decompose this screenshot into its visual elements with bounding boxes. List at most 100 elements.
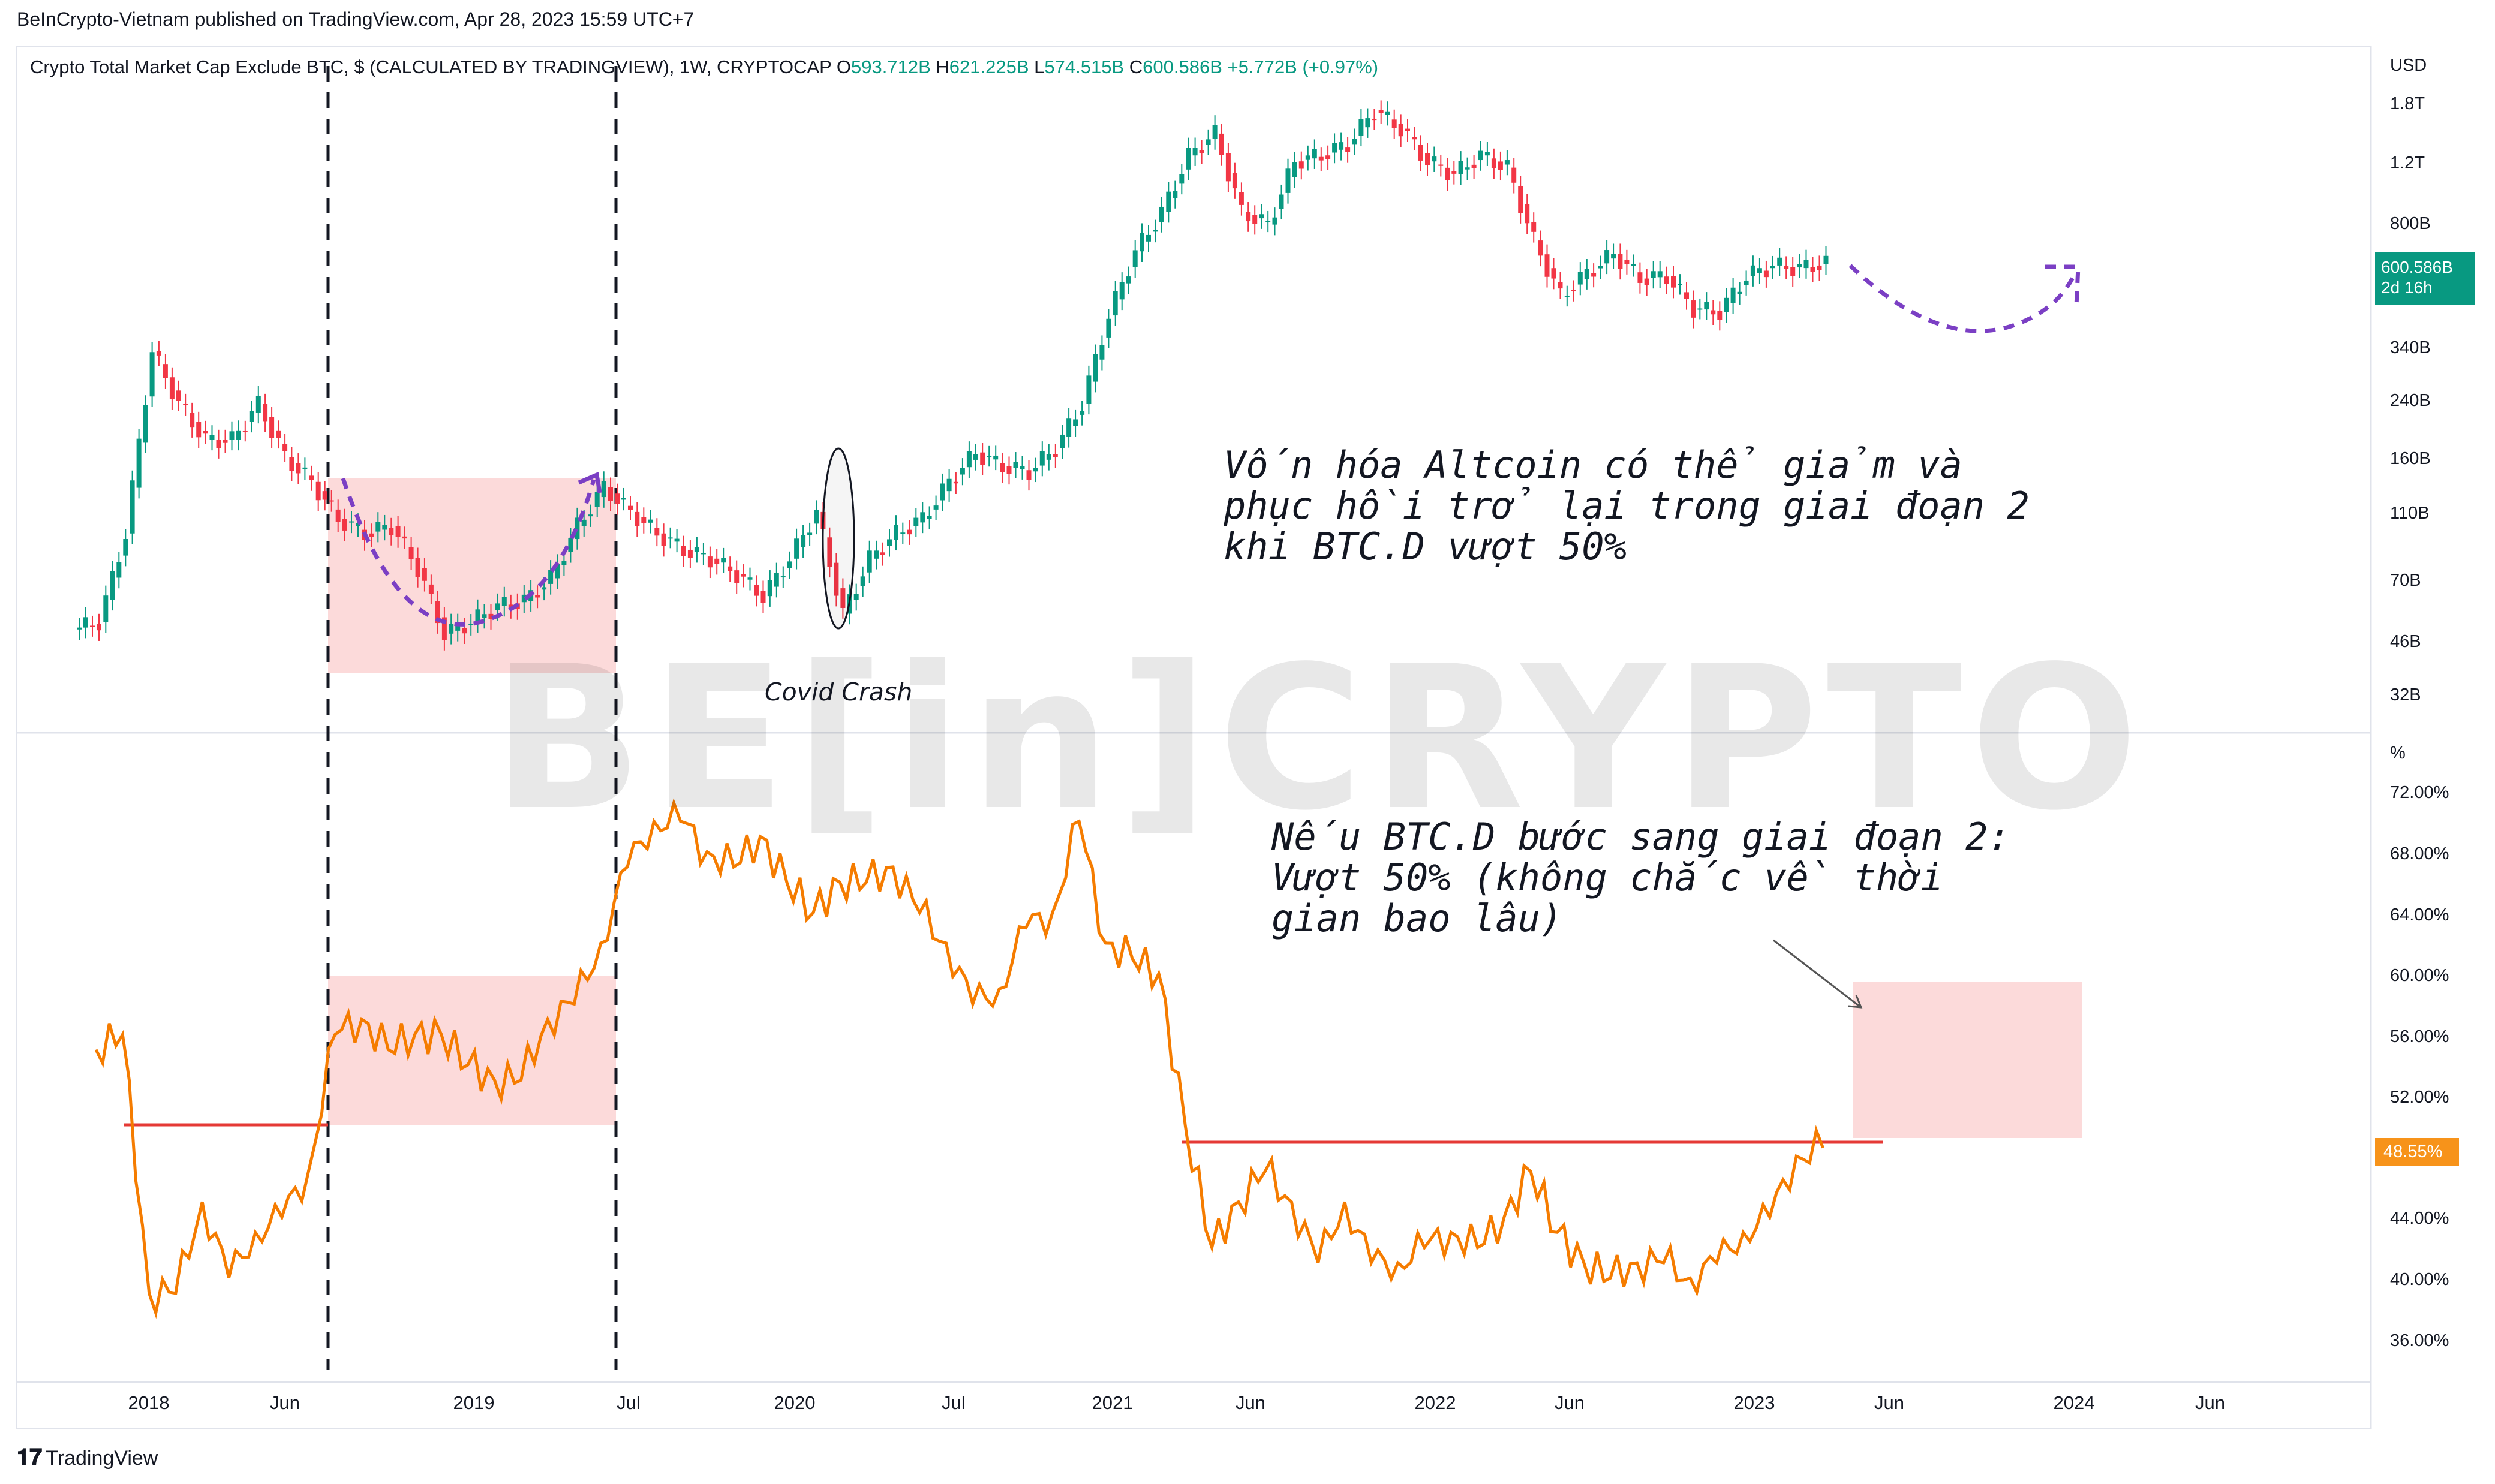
candle-body bbox=[229, 431, 235, 440]
candle-body bbox=[1318, 156, 1324, 161]
candle-body bbox=[1637, 272, 1643, 283]
price-tick: 340B bbox=[2390, 338, 2431, 357]
candle-body bbox=[1750, 265, 1755, 276]
candle-body bbox=[349, 521, 354, 523]
candle-body bbox=[149, 352, 155, 397]
candle-body bbox=[555, 564, 560, 579]
candle-body bbox=[1763, 270, 1769, 278]
candle-body bbox=[1212, 125, 1218, 139]
candle-body bbox=[236, 430, 241, 440]
candle-body bbox=[1418, 145, 1423, 161]
candle-body bbox=[1684, 292, 1689, 299]
candle-body bbox=[209, 435, 215, 440]
candle-body bbox=[867, 550, 872, 573]
candle-body bbox=[1332, 143, 1337, 153]
candle-body bbox=[827, 537, 832, 567]
dominance-badge: 48.55% bbox=[2375, 1138, 2459, 1166]
tradingview-logo[interactable]: 𝟏𝟕 TradingView bbox=[17, 1445, 158, 1471]
candle-body bbox=[1445, 167, 1450, 180]
candle-body bbox=[575, 517, 580, 540]
low-value: 574.515B bbox=[1044, 56, 1125, 77]
tradingview-mark-icon: 𝟏𝟕 bbox=[17, 1445, 43, 1470]
candle-body bbox=[1153, 230, 1158, 232]
projection-curve-2018 bbox=[341, 477, 596, 627]
candle-body bbox=[1173, 191, 1178, 198]
candle-body bbox=[834, 562, 839, 596]
candle-body bbox=[774, 573, 779, 587]
candle-body bbox=[694, 547, 699, 552]
dominance-tick: 52.00% bbox=[2390, 1088, 2449, 1107]
dominance-tick: 56.00% bbox=[2390, 1027, 2449, 1046]
candle-body bbox=[615, 493, 620, 504]
time-tick: Jun bbox=[1874, 1392, 1904, 1413]
symbol-legend[interactable]: Crypto Total Market Cap Exclude BTC, $ (… bbox=[30, 56, 1378, 78]
candle-body bbox=[635, 511, 640, 526]
candle-body bbox=[933, 505, 939, 510]
candle-body bbox=[628, 505, 633, 510]
candle-body bbox=[874, 550, 879, 559]
candle-body bbox=[296, 463, 301, 474]
candle-body bbox=[1564, 296, 1570, 297]
candle-body bbox=[468, 624, 474, 625]
candle-body bbox=[621, 498, 626, 500]
candle-body bbox=[1026, 470, 1032, 480]
candle-body bbox=[1292, 162, 1297, 177]
candle-body bbox=[1225, 153, 1231, 182]
candle-body bbox=[163, 364, 168, 378]
tradingview-brand: TradingView bbox=[46, 1447, 158, 1470]
candle-body bbox=[1465, 167, 1470, 170]
candle-body bbox=[1531, 222, 1537, 232]
candle-body bbox=[1770, 266, 1775, 269]
candle-body bbox=[668, 537, 673, 539]
candle-body bbox=[1132, 250, 1138, 267]
candle-body bbox=[1166, 191, 1171, 212]
candle-body bbox=[760, 591, 766, 603]
candle-body bbox=[594, 492, 600, 507]
price-tick: 32B bbox=[2390, 685, 2421, 705]
candle-body bbox=[1140, 233, 1144, 252]
candle-body bbox=[1697, 308, 1703, 310]
candle-body bbox=[183, 404, 188, 405]
candle-body bbox=[1538, 240, 1543, 256]
candle-body bbox=[269, 417, 275, 438]
candle-body bbox=[1378, 110, 1384, 113]
candle-body bbox=[1020, 466, 1025, 469]
candle-body bbox=[1425, 153, 1430, 166]
candle-body bbox=[641, 517, 647, 523]
btcd-annotation: Nếu BTC.D bước sang giai đoạn 2: Vượt 50… bbox=[1271, 815, 2010, 940]
price-tick: 46B bbox=[2390, 632, 2421, 651]
candle-body bbox=[946, 478, 952, 492]
candle-body bbox=[1159, 206, 1164, 222]
candle-body bbox=[1398, 124, 1403, 137]
candle-body bbox=[156, 351, 161, 356]
candle-body bbox=[960, 468, 965, 475]
candle-body bbox=[728, 566, 733, 571]
candle-body bbox=[1498, 161, 1503, 170]
candle-body bbox=[130, 480, 135, 534]
candle-body bbox=[315, 481, 321, 501]
candle-body bbox=[1086, 375, 1092, 404]
candle-body bbox=[190, 413, 195, 428]
candle-body bbox=[1664, 276, 1669, 284]
candle-body bbox=[1080, 411, 1085, 415]
candle-body bbox=[1053, 454, 1058, 457]
time-tick: 2020 bbox=[774, 1392, 816, 1413]
candle-body bbox=[853, 594, 859, 600]
candle-body bbox=[1803, 260, 1809, 269]
candle-body bbox=[840, 588, 846, 608]
candle-body bbox=[880, 552, 885, 555]
candle-body bbox=[1817, 265, 1822, 270]
candle-body bbox=[356, 523, 360, 526]
candle-body bbox=[1584, 269, 1589, 279]
candle-body bbox=[1265, 221, 1271, 222]
candle-body bbox=[309, 475, 314, 481]
dominance-tick: 44.00% bbox=[2390, 1209, 2449, 1228]
price-tick: 240B bbox=[2390, 391, 2431, 410]
candle-body bbox=[1119, 282, 1125, 300]
symbol-name: Crypto Total Market Cap Exclude BTC, $ (… bbox=[30, 56, 832, 77]
candle-body bbox=[435, 601, 440, 624]
time-tick: 2018 bbox=[128, 1392, 170, 1413]
candle-body bbox=[741, 574, 746, 577]
candle-body bbox=[913, 517, 919, 526]
